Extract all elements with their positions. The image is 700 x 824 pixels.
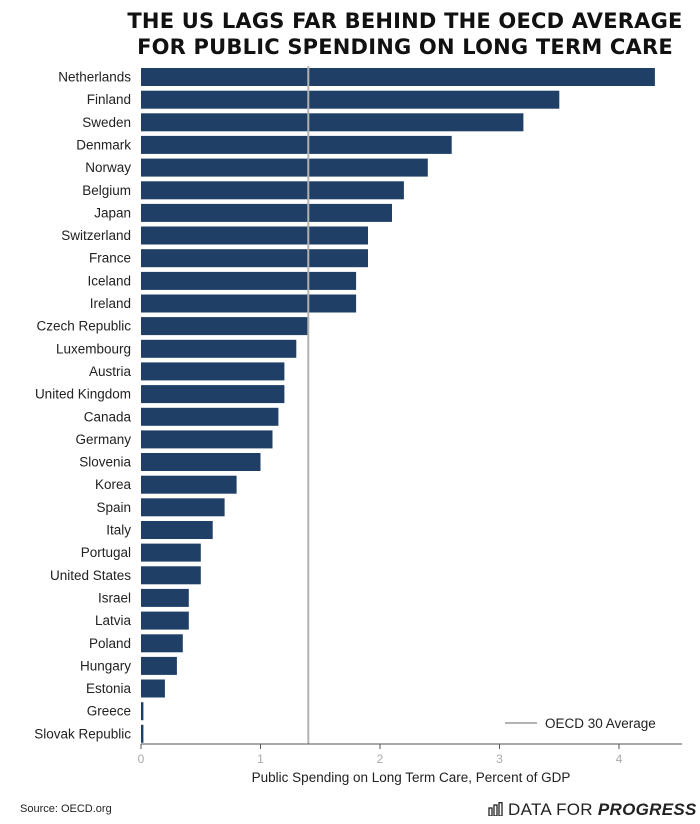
bar xyxy=(141,158,428,177)
category-label: Luxembourg xyxy=(56,341,131,356)
category-label: Denmark xyxy=(76,137,131,152)
brand-logo: DATA FOR PROGRESS xyxy=(488,800,697,821)
category-label: Greece xyxy=(87,704,131,719)
category-label: Israel xyxy=(98,590,131,605)
bar xyxy=(141,385,285,404)
category-label: United Kingdom xyxy=(35,387,131,402)
category-label: Austria xyxy=(89,364,132,379)
x-tick-label: 1 xyxy=(257,752,264,766)
bar xyxy=(141,203,392,222)
chart-title-line-1: THE US LAGS FAR BEHIND THE OECD AVERAGE xyxy=(127,9,683,33)
bar xyxy=(141,317,309,336)
bar xyxy=(141,679,165,698)
category-label: Belgium xyxy=(82,183,131,198)
chart-title-line-2: FOR PUBLIC SPENDING ON LONG TERM CARE xyxy=(137,35,673,59)
category-label: Latvia xyxy=(95,613,132,628)
category-label: Slovak Republic xyxy=(34,726,131,741)
category-label: Czech Republic xyxy=(36,319,131,334)
bar xyxy=(141,294,357,313)
category-label: Estonia xyxy=(86,681,132,696)
category-label: Ireland xyxy=(90,296,131,311)
category-label: Spain xyxy=(96,500,131,515)
x-axis-label: Public Spending on Long Term Care, Perce… xyxy=(252,770,571,785)
bar xyxy=(141,475,237,494)
category-label: Canada xyxy=(84,409,132,424)
category-label: Iceland xyxy=(87,273,131,288)
category-label: Japan xyxy=(94,205,131,220)
category-label: Poland xyxy=(89,636,131,651)
bar xyxy=(141,521,213,539)
category-label: Portugal xyxy=(81,545,131,560)
bar xyxy=(141,113,524,132)
category-label: Germany xyxy=(75,432,131,447)
brand-text-bold: PROGRESS xyxy=(597,800,697,819)
category-label: Sweden xyxy=(82,115,131,130)
bar xyxy=(141,543,201,562)
bar xyxy=(141,498,225,517)
category-label: Finland xyxy=(87,92,131,107)
bar xyxy=(141,407,279,426)
x-tick-label: 2 xyxy=(377,752,384,766)
bar xyxy=(141,634,183,653)
bar xyxy=(141,453,261,471)
bar xyxy=(141,702,144,721)
bar xyxy=(141,181,404,200)
bar xyxy=(141,362,285,381)
x-tick-label: 3 xyxy=(496,752,503,766)
bar xyxy=(141,68,655,86)
bar xyxy=(141,588,189,607)
brand-text-regular: DATA FOR xyxy=(508,800,598,819)
x-tick-label: 0 xyxy=(138,752,145,766)
bar xyxy=(141,135,452,154)
category-label: Italy xyxy=(106,523,131,538)
category-label: Hungary xyxy=(80,658,131,673)
bar xyxy=(141,611,189,630)
category-label: Norway xyxy=(85,160,131,175)
chart-title: THE US LAGS FAR BEHIND THE OECD AVERAGE … xyxy=(0,8,700,60)
bar-chart: Netherlands Finland Sweden Denmark Norway Bel… xyxy=(34,66,682,785)
bar xyxy=(141,566,201,585)
category-label: Korea xyxy=(95,477,132,492)
category-label: United States xyxy=(50,568,131,583)
legend-label: OECD 30 Average xyxy=(545,716,656,731)
source-note: Source: OECD.org xyxy=(20,803,112,815)
bar xyxy=(141,339,297,358)
bar-chart-icon xyxy=(488,801,504,821)
category-label: Netherlands xyxy=(58,70,131,85)
bar xyxy=(141,430,273,449)
bar xyxy=(141,249,368,268)
category-label: France xyxy=(89,251,131,266)
bar xyxy=(141,656,177,675)
bar xyxy=(141,226,368,245)
bar xyxy=(141,724,144,743)
category-label: Slovenia xyxy=(79,455,131,470)
bar xyxy=(141,271,357,290)
bar xyxy=(141,90,560,109)
category-label: Switzerland xyxy=(61,228,131,243)
x-tick-label: 4 xyxy=(616,752,623,766)
